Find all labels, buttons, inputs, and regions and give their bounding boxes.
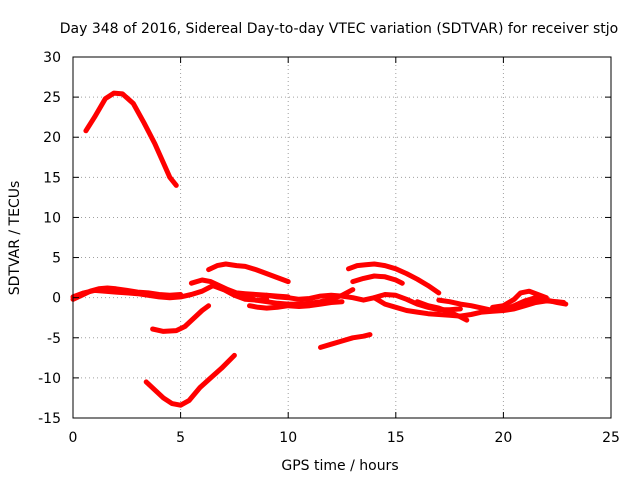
y-tick-label: 0 <box>52 291 61 307</box>
y-tick-label: 5 <box>52 251 61 267</box>
y-tick-label: -5 <box>47 331 61 347</box>
x-tick-label: 20 <box>494 430 512 446</box>
series-arc-5 <box>70 285 184 302</box>
y-tick-label: -10 <box>38 371 61 387</box>
y-tick-label: 20 <box>43 130 61 146</box>
series-arc-6 <box>206 261 291 285</box>
y-tick-label: 10 <box>43 210 61 226</box>
grid-lines <box>73 57 611 418</box>
x-tick-label: 25 <box>602 430 620 446</box>
y-tick-label: 30 <box>43 50 61 66</box>
chart-title: Day 348 of 2016, Sidereal Day-to-day VTE… <box>60 21 618 37</box>
x-axis-label: GPS time / hours <box>281 458 398 474</box>
series-arc-2 <box>143 352 237 408</box>
series-arc-11 <box>318 332 373 350</box>
series-layer <box>70 90 569 408</box>
y-tick-label: 25 <box>43 90 61 106</box>
series-arc-13 <box>350 273 405 286</box>
y-axis-tick-labels: -15 -10 -5 0 5 10 15 20 25 30 <box>38 50 61 427</box>
axis-ticks <box>72 56 612 419</box>
series-arc-16 <box>414 299 470 323</box>
x-tick-label: 0 <box>69 430 78 446</box>
series-arc-1 <box>83 90 179 188</box>
x-tick-label: 5 <box>176 430 185 446</box>
x-tick-label: 15 <box>387 430 405 446</box>
series-arc-14 <box>371 295 567 319</box>
y-tick-label: 15 <box>43 170 61 186</box>
series-arc-17 <box>490 288 549 310</box>
series-arc-9 <box>247 299 345 311</box>
y-tick-label: -15 <box>38 411 61 427</box>
series-arc-12 <box>346 261 442 296</box>
x-axis-tick-labels: 0 5 10 15 20 25 <box>69 430 620 446</box>
x-tick-label: 10 <box>279 430 297 446</box>
plot-frame <box>72 56 612 419</box>
series-arc-3 <box>150 303 212 334</box>
y-axis-label: SDTVAR / TECUs <box>7 181 23 296</box>
